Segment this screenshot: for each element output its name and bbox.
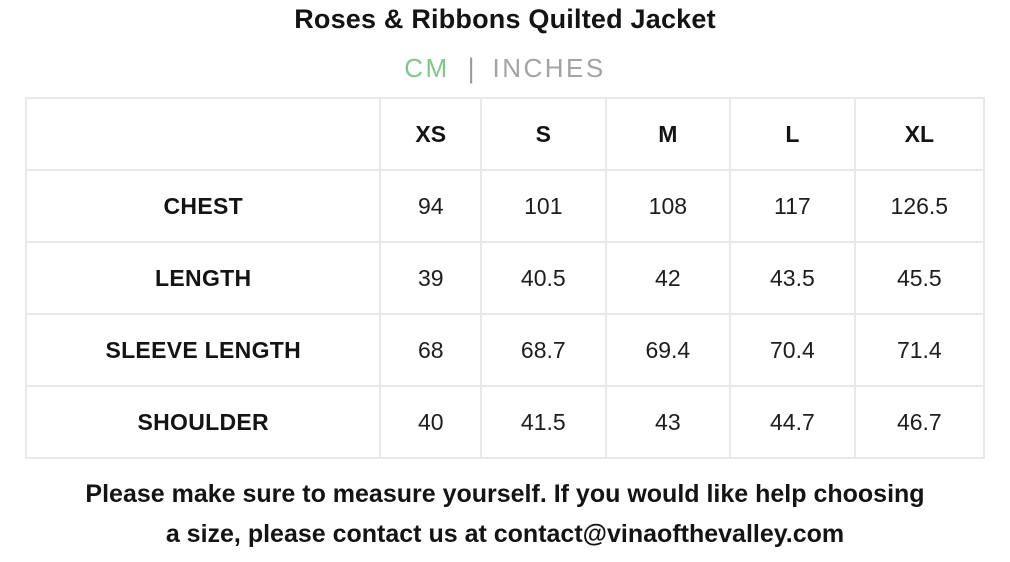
size-value-cell: 39 [379,241,483,315]
size-chart-table: XS S M L XL CHEST 94 101 108 117 126.5 L… [24,97,986,459]
corner-cell [24,97,382,171]
table-row-chest: CHEST 94 101 108 117 126.5 [24,169,986,243]
size-value-cell: 46.7 [853,385,986,459]
size-value-cell: 70.4 [729,313,856,387]
row-label-length: LENGTH [24,241,382,315]
size-value-cell: 126.5 [853,169,986,243]
size-value-cell: 94 [379,169,483,243]
unit-toggle: CM | INCHES [0,52,1010,84]
size-value-cell: 117 [729,169,856,243]
header-row: XS S M L XL [24,97,986,171]
size-value-cell: 71.4 [853,313,986,387]
size-value-cell: 43 [604,385,732,459]
size-value-cell: 45.5 [853,241,986,315]
size-value-cell: 69.4 [604,313,732,387]
size-value-cell: 108 [604,169,732,243]
size-value-cell: 68.7 [480,313,607,387]
unit-option-cm[interactable]: CM [404,53,450,83]
size-value-cell: 40 [379,385,483,459]
row-label-chest: CHEST [24,169,382,243]
size-value-cell: 43.5 [729,241,856,315]
size-value-cell: 68 [379,313,483,387]
footer-note: Please make sure to measure yourself. If… [0,474,1010,554]
footer-note-line-1: Please make sure to measure yourself. If… [85,480,925,508]
column-header-xs: XS [379,97,483,171]
footer-note-line-2: a size, please contact us at contact@vin… [165,520,845,548]
column-header-l: L [729,97,856,171]
row-label-shoulder: SHOULDER [24,385,382,459]
column-header-xl: XL [853,97,986,171]
row-label-sleeve-length: SLEEVE LENGTH [24,313,382,387]
table-row-sleeve-length: SLEEVE LENGTH 68 68.7 69.4 70.4 71.4 [24,313,986,387]
unit-option-inches[interactable]: INCHES [492,53,606,83]
page-title: Roses & Ribbons Quilted Jacket [294,4,716,34]
table-row-length: LENGTH 39 40.5 42 43.5 45.5 [24,241,986,315]
unit-toggle-divider: | [467,52,475,84]
size-value-cell: 44.7 [729,385,856,459]
column-header-s: S [480,97,607,171]
column-header-m: M [604,97,732,171]
size-value-cell: 41.5 [480,385,607,459]
size-value-cell: 42 [604,241,732,315]
table-row-shoulder: SHOULDER 40 41.5 43 44.7 46.7 [24,385,986,459]
size-value-cell: 101 [480,169,607,243]
size-value-cell: 40.5 [480,241,607,315]
